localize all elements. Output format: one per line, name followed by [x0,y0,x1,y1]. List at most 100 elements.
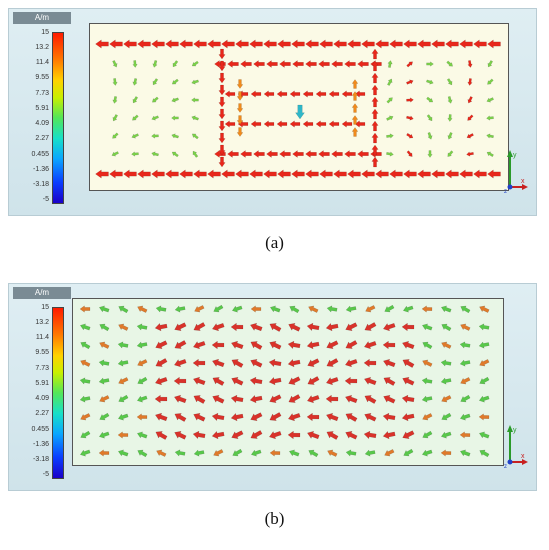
field-vector-arrow [406,79,414,85]
field-vector-arrow [371,144,379,156]
scale-tick: -3.18 [33,181,49,188]
field-vector-arrow [191,60,199,67]
vector-field-svg [95,39,501,179]
field-vector-arrow [212,358,225,368]
field-vector-arrow [344,60,356,68]
field-vector-arrow [371,108,379,120]
scale-tick: 5.91 [35,380,49,387]
field-vector-arrow [192,430,206,440]
field-vector-arrow [99,395,110,403]
field-vector-arrow [268,376,282,386]
field-vector-arrow [263,90,275,98]
field-vector-arrow [174,322,187,331]
field-vector-arrow [383,358,396,368]
field-vector-arrow [327,449,338,457]
field-vector-arrow [402,340,415,350]
field-vector-arrow [447,150,454,157]
scale-tick: 9.55 [35,74,49,81]
field-vector-arrow [306,412,320,422]
field-vector-arrow [191,133,199,140]
field-vector-arrow [112,132,119,139]
scale-tick: 7.73 [35,365,49,372]
field-vector-arrow [250,449,262,457]
field-vector-arrow [136,395,148,403]
field-vector-arrow [218,132,226,144]
field-vector-arrow [218,60,226,72]
field-vector-arrow [325,322,339,332]
field-vector-arrow [213,304,224,313]
field-vector-arrow [486,115,494,121]
field-vector-arrow [249,169,263,179]
field-vector-arrow [250,305,262,313]
field-vector-arrow [421,377,433,385]
field-vector-arrow [406,132,414,139]
field-vector-arrow [152,60,158,68]
field-vector-arrow [137,39,151,49]
field-vector-arrow [151,133,159,139]
field-vector-arrow [269,394,282,403]
field-vector-arrow [386,97,393,104]
field-vector-arrow [486,151,494,157]
field-vector-arrow [361,39,375,49]
field-vector-arrow [302,90,314,98]
field-vector-arrow [384,449,395,457]
field-vector-arrow [174,305,186,313]
field-vector-arrow [402,430,415,439]
caption-a: (a) [265,233,284,252]
field-vector-arrow [231,340,244,350]
field-vector-arrow [364,322,377,331]
field-vector-arrow [212,377,225,386]
field-vector-arrow [305,169,319,179]
scale-tick: 7.73 [35,90,49,97]
field-vector-arrow [383,395,396,404]
field-vector-arrow [345,305,357,313]
field-vector-arrow [479,376,490,385]
field-vector-arrow [193,376,206,386]
field-vector-arrow [325,394,339,404]
field-vector-arrow [307,430,320,440]
field-vector-arrow [326,340,339,349]
field-vector-arrow [193,395,206,404]
scale-tick: -5 [42,471,49,478]
field-vector-arrow [287,430,301,440]
field-vector-arrow [422,430,433,439]
field-vector-arrow [426,79,434,85]
field-vector-arrow [371,48,379,60]
field-vector-arrow [288,394,301,403]
scale-tick: 4.09 [35,120,49,127]
field-vector-arrow [98,431,110,439]
field-vector-arrow [151,151,159,157]
field-vector-arrow [193,413,206,422]
field-vector-arrow [467,96,473,104]
scale-tick: 11.4 [35,334,49,341]
field-vector-arrow [132,78,138,86]
field-vector-arrow [479,305,490,313]
field-vector-arrow [459,449,471,457]
field-vector-arrow [351,91,359,101]
field-vector-arrow [487,60,493,68]
field-vector-arrow [291,169,305,179]
field-vector-arrow [250,359,263,368]
field-vector-arrow [263,169,277,179]
field-vector-arrow [98,377,110,385]
field-vector-arrow [179,169,193,179]
field-vector-arrow [137,376,148,385]
field-vector-arrow [478,323,490,331]
field-vector-arrow [240,60,252,68]
field-vector-arrow [459,39,473,49]
field-vector-arrow [218,108,226,120]
field-vector-arrow [459,431,471,439]
field-vector-arrow [191,79,199,85]
field-vector-arrow [479,359,490,367]
field-vector-arrow [447,132,453,140]
field-vector-arrow [268,358,282,368]
field-vector-arrow [171,97,179,103]
field-vector-arrow [421,395,433,403]
field-vector-arrow [460,377,471,385]
field-vector-arrow [263,39,277,49]
field-vector-arrow [155,431,168,440]
field-vector-arrow [371,120,379,132]
field-vector-arrow [351,115,359,125]
field-vector-arrow [112,60,118,68]
field-vector-arrow [173,358,187,368]
